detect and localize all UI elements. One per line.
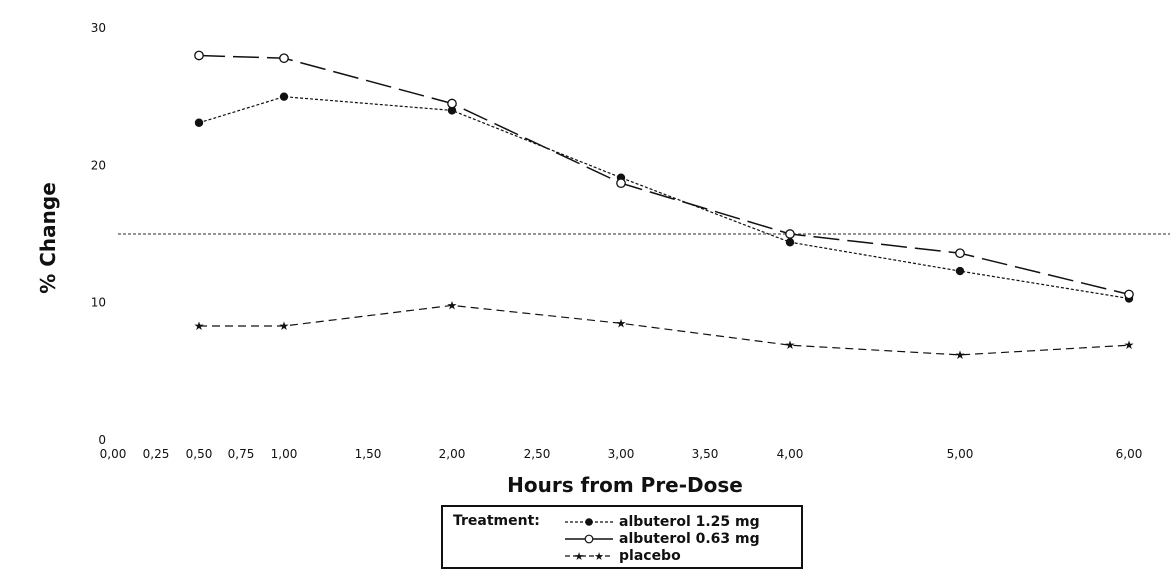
series-line xyxy=(198,96,1130,300)
data-point xyxy=(785,238,795,247)
series-line xyxy=(198,54,1130,296)
y-tick-label: 10 xyxy=(91,296,106,310)
data-point xyxy=(785,229,795,239)
series-albuterol-0-63-mg xyxy=(194,50,1134,300)
x-tick-label: 0,50 xyxy=(186,447,213,461)
x-axis-ticks: 0,00 0,25 0,50 0,75 1,00 1,50 2,00 2,50 3,00 3,50… xyxy=(100,447,1143,461)
legend-item-albuterol-0-63: albuterol 0.63 mg xyxy=(565,530,760,547)
series-layer: ★ ★ ★ ★ ★ ★ ★ xyxy=(194,50,1135,362)
series-placebo: ★ ★ ★ ★ ★ ★ ★ xyxy=(194,298,1135,361)
x-tick-label: 4,00 xyxy=(777,447,804,461)
legend-label: placebo xyxy=(619,547,681,564)
data-point xyxy=(194,50,204,61)
legend-title: Treatment: xyxy=(453,513,540,529)
legend: Treatment: albuterol 1.25 mg albuterol 0… xyxy=(441,505,803,569)
x-tick-label: 3,50 xyxy=(692,447,719,461)
data-point: ★ xyxy=(955,348,966,362)
data-point: ★ xyxy=(616,316,627,330)
y-tick-label: 20 xyxy=(91,158,106,172)
data-point xyxy=(1124,289,1134,300)
series-line xyxy=(199,304,1130,356)
data-point: ★ xyxy=(279,319,290,333)
x-tick-label: 2,00 xyxy=(439,447,466,461)
data-point: ★ xyxy=(785,338,796,352)
legend-item-placebo: ★ ★ placebo xyxy=(565,547,681,564)
legend-swatch-filled-circle xyxy=(565,517,613,526)
series-albuterol-1-25-mg xyxy=(194,92,1134,303)
data-point xyxy=(279,53,289,64)
y-tick-label: 30 xyxy=(91,21,106,35)
x-tick-label: 0,75 xyxy=(228,447,255,461)
legend-item-albuterol-1-25: albuterol 1.25 mg xyxy=(565,513,760,530)
data-point xyxy=(955,248,965,259)
data-point xyxy=(447,106,457,115)
x-tick-label: 5,00 xyxy=(947,447,974,461)
data-point: ★ xyxy=(194,319,205,333)
legend-label: albuterol 1.25 mg xyxy=(619,513,760,530)
data-point xyxy=(447,98,457,109)
legend-swatch-open-circle xyxy=(565,534,613,543)
x-tick-label: 1,50 xyxy=(355,447,382,461)
x-tick-label: 2,50 xyxy=(524,447,551,461)
legend-label: albuterol 0.63 mg xyxy=(619,530,760,547)
x-tick-label: 3,00 xyxy=(608,447,635,461)
data-point xyxy=(955,266,965,276)
y-tick-label: 0 xyxy=(98,433,106,447)
svg-text:★: ★ xyxy=(594,550,604,562)
legend-swatch-star: ★ ★ xyxy=(565,550,613,562)
data-point xyxy=(616,178,626,189)
x-tick-label: 1,00 xyxy=(271,447,298,461)
data-point xyxy=(279,92,289,101)
x-tick-label: 0,25 xyxy=(143,447,170,461)
data-point: ★ xyxy=(1124,338,1135,352)
x-axis-label: Hours from Pre-Dose xyxy=(507,473,743,497)
data-point xyxy=(194,118,204,127)
svg-text:★: ★ xyxy=(574,550,584,562)
y-axis-ticks: 0 10 20 30 xyxy=(91,21,106,447)
y-axis-label: % Change xyxy=(36,182,60,294)
x-tick-label: 6,00 xyxy=(1116,447,1143,461)
x-tick-label: 0,00 xyxy=(100,447,127,461)
data-point: ★ xyxy=(447,298,458,312)
